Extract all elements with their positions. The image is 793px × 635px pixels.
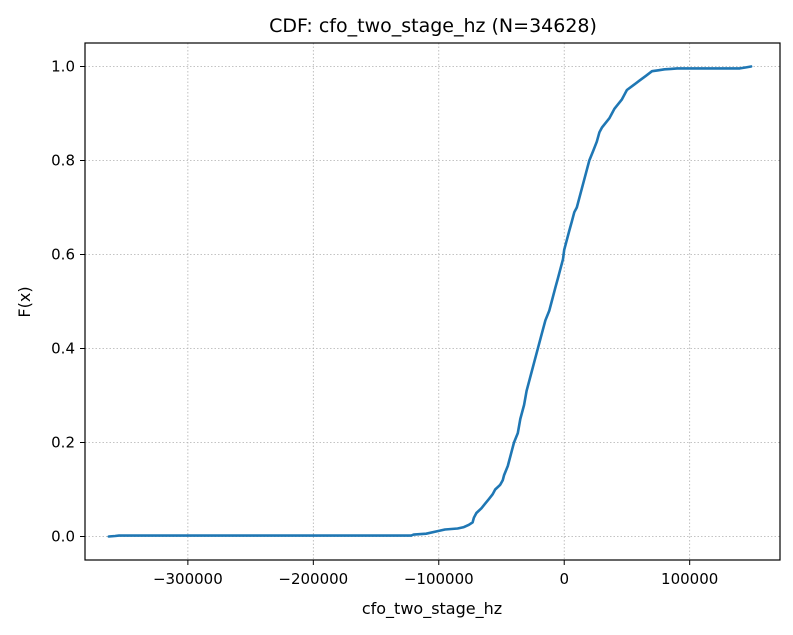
plot-area xyxy=(107,65,753,538)
plot-frame xyxy=(84,42,781,561)
grid xyxy=(85,43,780,560)
y-tick-label: 0.4 xyxy=(51,340,75,358)
x-tick-label: −300000 xyxy=(153,570,223,588)
y-tick-label: 0.2 xyxy=(51,434,75,452)
chart-title: CDF: cfo_two_stage_hz (N=34628) xyxy=(269,15,597,37)
y-tick-label: 1.0 xyxy=(51,58,75,76)
x-tick-label: 0 xyxy=(559,570,569,588)
x-tick-label: −100000 xyxy=(404,570,474,588)
y-tick-label: 0.0 xyxy=(51,528,75,546)
ticks: −300000 −200000 −100000 0 100000 0.0 0.2 0.4 0.6… xyxy=(51,58,718,589)
y-tick-label: 0.6 xyxy=(51,246,75,264)
x-axis-label: cfo_two_stage_hz xyxy=(362,599,502,619)
x-tick-label: 100000 xyxy=(661,570,718,588)
cdf-series-line xyxy=(107,65,753,538)
y-axis-label: F(x) xyxy=(15,286,34,317)
x-tick-label: −200000 xyxy=(278,570,348,588)
y-tick-label: 0.8 xyxy=(51,152,75,170)
